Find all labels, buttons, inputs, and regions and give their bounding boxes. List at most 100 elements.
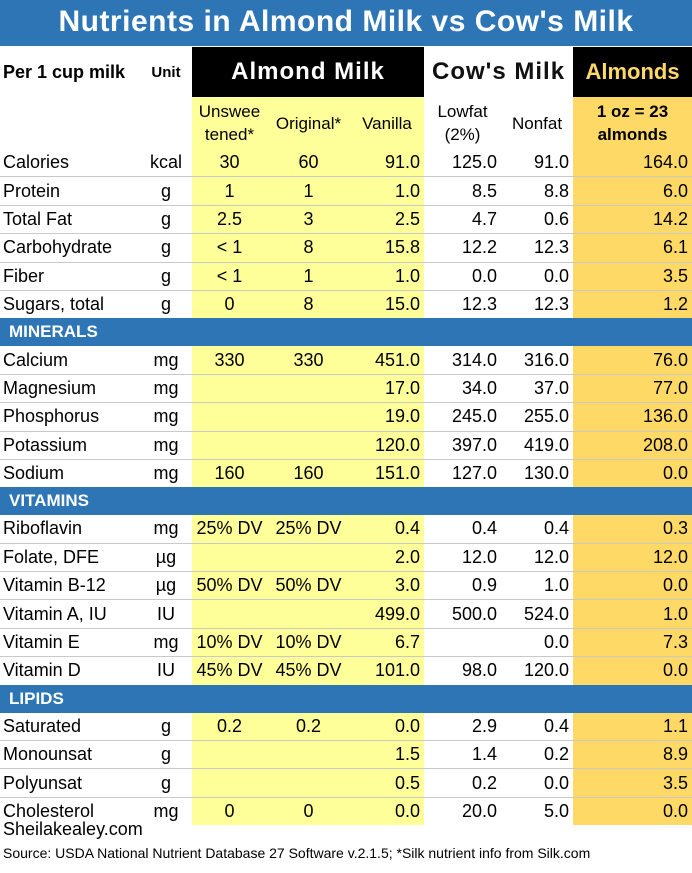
unit-cell: mg <box>140 627 192 657</box>
nutrient-row: Sugars, total g 0 8 15.0 12.3 12.3 1.2 <box>0 289 692 319</box>
unsweetened-value: 50% DV <box>192 571 267 600</box>
nonfat-value: 0.6 <box>501 204 574 234</box>
almonds-value: 8.9 <box>573 740 692 769</box>
site-credit: Sheilakealey.com <box>3 819 143 839</box>
nutrient-label: Vitamin D <box>0 656 140 685</box>
nutrient-table: Per 1 cup milk Unit Almond Milk Cow's Mi… <box>0 47 692 826</box>
unit-cell: kcal <box>149 152 182 173</box>
nutrient-row: Vitamin A, IU IU 499.0 500.0 524.0 1.0 <box>0 599 692 629</box>
lowfat-value: 20.0 <box>424 796 502 826</box>
unit-cell: g <box>140 740 192 769</box>
original-value <box>267 768 350 798</box>
unit-cell: IU <box>140 656 192 685</box>
cows-milk-header: Cow's Milk <box>431 58 566 85</box>
nonfat-value: 91.0 <box>533 152 570 173</box>
vanilla-value: 1.0 <box>350 261 425 291</box>
original-value: 3 <box>267 204 350 234</box>
lowfat-value: 8.5 <box>424 176 502 206</box>
almonds-value: 136.0 <box>573 402 692 432</box>
unsweetened-value: < 1 <box>192 261 267 291</box>
almonds-value: 6.1 <box>573 233 692 263</box>
unsweetened-value <box>192 402 267 432</box>
unsweetened-value: 330 <box>192 346 267 375</box>
unsweetened-value <box>192 599 267 629</box>
unit-cell: g <box>140 768 192 798</box>
lowfat-value: 12.0 <box>424 542 502 572</box>
lowfat-value: 127.0 <box>424 458 502 488</box>
unsweetened-value: 30 <box>192 149 267 177</box>
unit-cell: g <box>140 204 192 234</box>
vanilla-value: 1.5 <box>350 740 425 769</box>
original-value <box>267 740 350 769</box>
unsweetened-value <box>192 542 267 572</box>
lowfat-value: 314.0 <box>451 349 498 370</box>
nutrient-row: Potassium mg 120.0 397.0 419.0 208.0 <box>0 430 692 460</box>
unit-cell: g <box>140 176 192 206</box>
nonfat-header: Nonfat <box>511 113 563 133</box>
nonfat-value: 0.0 <box>501 768 574 798</box>
unit-cell: g <box>160 715 171 736</box>
vanilla-value: 0.0 <box>350 796 425 826</box>
nonfat-value: 130.0 <box>501 458 574 488</box>
nutrient-row: Magnesium mg 17.0 34.0 37.0 77.0 <box>0 373 692 403</box>
nutrient-label: Polyunsat <box>0 768 140 798</box>
unit-cell: g <box>140 261 192 291</box>
original-value: 160 <box>267 458 350 488</box>
original-value: 25% DV <box>267 515 350 544</box>
lowfat-value: 0.9 <box>424 571 502 600</box>
nonfat-value: 255.0 <box>501 402 574 432</box>
section-header: VITAMINS <box>0 487 692 516</box>
nonfat-value: 37.0 <box>501 373 574 403</box>
unsweetened-value: 0 <box>192 289 267 319</box>
unsweetened-value: 10% DV <box>192 627 267 657</box>
almonds-value: 77.0 <box>573 373 692 403</box>
unsweetened-value: 2.5 <box>192 204 267 234</box>
unsweetened-value: 0 <box>192 796 267 826</box>
nutrient-row: Phosphorus mg 19.0 245.0 255.0 136.0 <box>0 402 692 432</box>
original-value <box>267 402 350 432</box>
unsweetened-value: < 1 <box>192 233 267 263</box>
almonds-header: Almonds <box>573 47 692 97</box>
nutrient-label: Total Fat <box>0 204 140 234</box>
unsweetened-value <box>192 430 267 460</box>
lowfat-value: 1.4 <box>424 740 502 769</box>
original-value: 8 <box>267 233 350 263</box>
unit-cell: mg <box>140 458 192 488</box>
almonds-value: 0.0 <box>573 571 692 600</box>
nutrient-label: Protein <box>0 176 140 206</box>
almonds-value: 7.3 <box>573 627 692 657</box>
nonfat-value: 120.0 <box>501 656 574 685</box>
almonds-value: 0.0 <box>573 458 692 488</box>
unsweetened-value <box>192 373 267 403</box>
lowfat-value: 4.7 <box>424 204 502 234</box>
vanilla-value: 499.0 <box>350 599 425 629</box>
almonds-value: 6.0 <box>573 176 692 206</box>
original-value: 8 <box>267 289 350 319</box>
unsweetened-value: 45% DV <box>192 656 267 685</box>
unit-cell: mg <box>140 430 192 460</box>
unit-cell: mg <box>140 402 192 432</box>
nutrient-row: Monounsat g 1.5 1.4 0.2 8.9 <box>0 740 692 769</box>
section-header: LIPIDS <box>0 684 692 713</box>
unit-cell: mg <box>140 796 192 826</box>
nonfat-value: 524.0 <box>501 599 574 629</box>
lowfat-value: 34.0 <box>424 373 502 403</box>
almonds-value: 1.0 <box>573 599 692 629</box>
unit-cell: µg <box>140 571 192 600</box>
vanilla-value: 1.0 <box>350 176 425 206</box>
nutrient-label: Sodium <box>0 458 140 488</box>
nutrient-row: Riboflavin mg 25% DV 25% DV 0.4 0.4 0.4 0.3 <box>0 515 692 544</box>
original-value: 330 <box>267 346 350 375</box>
almonds-value: 0.0 <box>573 796 692 826</box>
nutrient-label: Riboflavin <box>3 518 83 539</box>
nutrient-label: Magnesium <box>0 373 140 403</box>
vanilla-value: 3.0 <box>350 571 425 600</box>
nutrient-row: Vitamin B-12 µg 50% DV 50% DV 3.0 0.9 1.0 0.0 <box>0 571 692 600</box>
nutrient-row: Folate, DFE µg 2.0 12.0 12.0 12.0 <box>0 542 692 572</box>
original-value: 50% DV <box>267 571 350 600</box>
unit-header: Unit <box>151 63 181 81</box>
source-note: Source: USDA National Nutrient Database … <box>3 845 591 861</box>
original-header: Original* <box>267 97 350 149</box>
nutrient-row: Polyunsat g 0.5 0.2 0.0 3.5 <box>0 768 692 798</box>
lowfat-value: 2.9 <box>471 715 498 736</box>
